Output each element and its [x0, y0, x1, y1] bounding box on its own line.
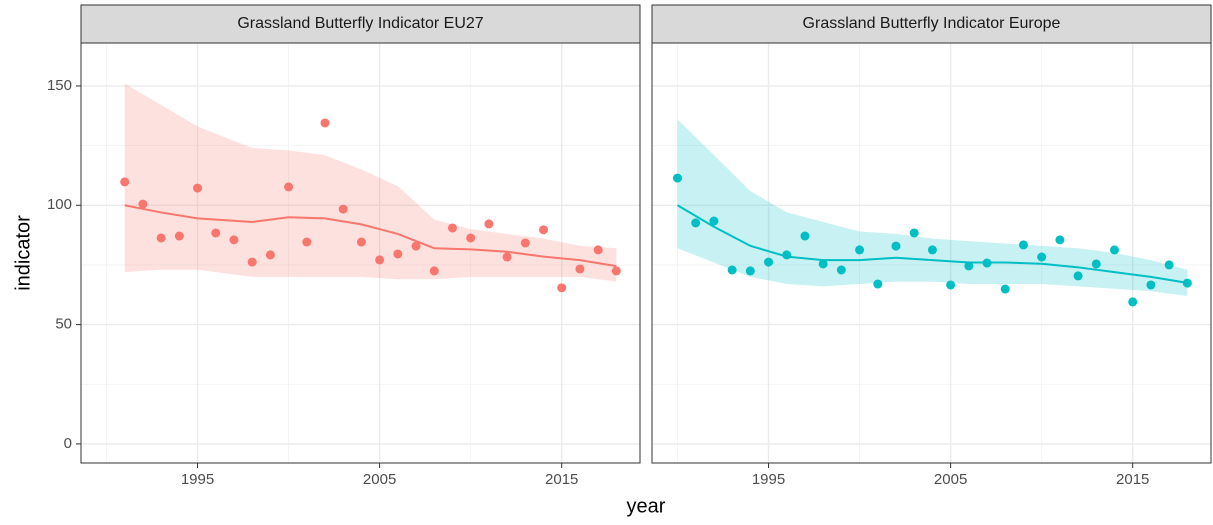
point	[691, 218, 701, 228]
point	[1146, 280, 1156, 290]
point	[709, 216, 719, 226]
point	[466, 233, 476, 243]
point	[818, 259, 828, 269]
point	[764, 257, 774, 267]
x-tick-label: 2005	[363, 471, 396, 488]
point	[302, 237, 312, 247]
strip-title: Grassland Butterfly Indicator Europe	[803, 15, 1061, 32]
x-axis-title: year	[627, 495, 666, 517]
point	[484, 219, 494, 229]
point	[156, 233, 166, 243]
y-tick-label: 150	[47, 77, 72, 94]
point	[1073, 271, 1083, 281]
point	[946, 280, 956, 290]
point	[174, 231, 184, 241]
x-tick-label: 2005	[934, 471, 967, 488]
strip-title: Grassland Butterfly Indicator EU27	[237, 15, 483, 32]
panel-border	[651, 42, 1212, 464]
y-tick-label: 0	[64, 435, 72, 452]
point	[447, 223, 457, 233]
confidence-band	[677, 119, 1188, 296]
confidence-band	[124, 83, 617, 282]
point	[1055, 235, 1065, 245]
point	[375, 255, 385, 265]
point	[593, 245, 603, 255]
point	[800, 231, 810, 241]
point	[782, 250, 792, 260]
panel-border	[80, 42, 641, 464]
point	[1109, 245, 1119, 255]
point	[855, 245, 865, 255]
point	[727, 265, 737, 275]
x-tick-label: 2015	[1116, 471, 1149, 488]
point	[411, 241, 421, 251]
point	[1037, 252, 1047, 262]
point	[557, 283, 567, 293]
point	[1128, 297, 1138, 307]
point	[320, 118, 330, 128]
point	[745, 266, 755, 276]
point	[982, 258, 992, 268]
point	[964, 261, 974, 271]
smooth-line	[124, 204, 617, 268]
point	[284, 182, 294, 192]
point	[1018, 240, 1028, 250]
point	[520, 238, 530, 248]
point	[138, 199, 148, 209]
y-axis-title: indicator	[12, 215, 34, 291]
point	[338, 204, 348, 214]
point	[265, 250, 275, 260]
strip	[80, 4, 641, 44]
point	[356, 237, 366, 247]
x-tick-label: 2015	[545, 471, 578, 488]
point	[393, 249, 403, 259]
point	[193, 183, 203, 193]
point	[1000, 284, 1010, 294]
y-tick-label: 100	[47, 196, 72, 213]
point	[927, 245, 937, 255]
point	[229, 235, 239, 245]
point	[429, 266, 439, 276]
smooth-line	[676, 204, 1188, 284]
point	[873, 279, 883, 289]
point	[836, 265, 846, 275]
point	[1182, 278, 1192, 288]
point	[538, 225, 548, 235]
point	[672, 173, 682, 183]
point	[611, 266, 621, 276]
strip	[651, 4, 1212, 44]
point	[247, 257, 257, 267]
x-tick-label: 1995	[181, 471, 214, 488]
point	[502, 252, 512, 262]
y-tick-label: 50	[55, 316, 72, 333]
point	[120, 177, 130, 187]
point	[909, 228, 919, 238]
point	[1164, 260, 1174, 270]
x-tick-label: 1995	[752, 471, 785, 488]
point	[1091, 259, 1101, 269]
point	[211, 228, 221, 238]
point	[575, 264, 585, 274]
point	[891, 241, 901, 251]
